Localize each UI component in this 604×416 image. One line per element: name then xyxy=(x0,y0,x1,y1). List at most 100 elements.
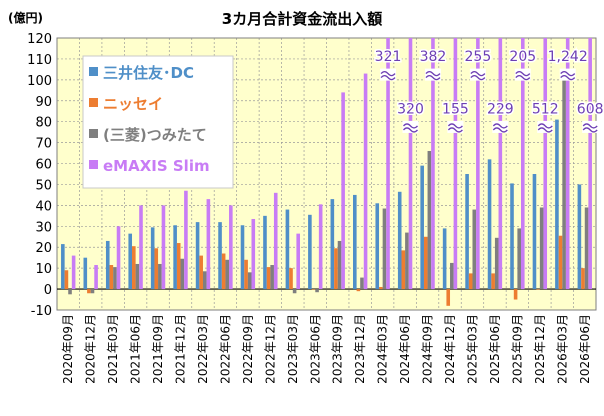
x-tick-label: 2021年06月 xyxy=(129,314,143,384)
bar xyxy=(397,191,402,290)
bar xyxy=(420,165,424,290)
legend-box xyxy=(82,55,234,189)
bar xyxy=(315,289,319,293)
bar xyxy=(116,226,121,290)
bar xyxy=(263,215,267,290)
bar xyxy=(308,214,312,290)
x-tick-label: 2023年12月 xyxy=(353,314,367,384)
bar xyxy=(150,227,155,290)
break-squiggle xyxy=(447,123,463,133)
bar xyxy=(446,289,451,306)
clipped-value-label: 321 xyxy=(375,49,402,65)
y-tick-label: 10 xyxy=(35,262,52,277)
x-tick-label: 2021年03月 xyxy=(106,314,120,384)
bar xyxy=(581,268,585,290)
bar xyxy=(218,222,222,290)
bar xyxy=(487,159,492,290)
x-tick-label: 2020年12月 xyxy=(84,314,98,384)
break-squiggle xyxy=(560,70,576,81)
bar xyxy=(465,174,469,290)
y-tick-label: 60 xyxy=(35,158,52,173)
axis-break-mark xyxy=(380,68,397,81)
bar xyxy=(405,232,409,290)
bar xyxy=(588,38,592,290)
axis-break-mark xyxy=(469,68,486,81)
x-tick-label: 2026年03月 xyxy=(555,314,569,384)
bar xyxy=(285,209,290,290)
y-axis: -10 0 10 20 30 40 50 60 70 80 90 100 110 120 xyxy=(27,32,52,319)
bar xyxy=(206,199,211,290)
bar xyxy=(363,73,368,290)
x-tick-label: 2025年03月 xyxy=(465,314,479,384)
bar xyxy=(68,289,72,295)
bar-marks xyxy=(61,38,592,306)
x-tick-label: 2023年03月 xyxy=(286,314,300,384)
bar xyxy=(562,69,566,290)
legend-label: (三菱)つみたて xyxy=(103,126,207,144)
x-tick-label: 2022年09月 xyxy=(241,314,255,384)
bar xyxy=(565,38,570,290)
bar xyxy=(173,225,177,290)
bar xyxy=(555,119,559,290)
break-squiggle xyxy=(403,123,418,133)
bar xyxy=(427,150,432,290)
x-axis: 2020年09月 2020年12月 2021年03月 2021年06月 2021年09月… xyxy=(61,314,592,384)
bar xyxy=(476,38,480,290)
bar xyxy=(517,228,521,290)
bar xyxy=(360,277,364,290)
clipped-value-label: 608 xyxy=(577,101,604,117)
bar xyxy=(379,286,383,290)
axis-break-mark xyxy=(424,68,441,81)
break-squiggle xyxy=(380,70,396,81)
axis-break-mark xyxy=(492,120,509,133)
plot-border xyxy=(56,37,597,311)
x-tick-label: 2021年09月 xyxy=(151,314,165,384)
clipped-value-label: 1,242 xyxy=(548,49,588,65)
clipped-value-label: 255 xyxy=(465,49,492,65)
bar xyxy=(401,250,406,290)
x-tick-label: 2025年09月 xyxy=(510,314,524,384)
bar xyxy=(94,265,98,290)
axis-break-mark xyxy=(582,120,599,133)
bar xyxy=(442,228,447,290)
bar xyxy=(558,235,563,290)
bar xyxy=(520,38,525,290)
bar xyxy=(135,263,140,290)
bar xyxy=(202,271,207,290)
x-tick-label: 2022年06月 xyxy=(218,314,232,384)
bar xyxy=(154,248,159,290)
unit-label: (億円) xyxy=(8,10,43,25)
x-tick-label: 2021年12月 xyxy=(174,314,188,384)
bar xyxy=(64,270,69,290)
bar xyxy=(532,174,537,290)
bar xyxy=(423,236,428,290)
bar xyxy=(334,248,338,290)
clipped-value-label: 205 xyxy=(509,49,536,65)
legend: 三井住友･DC ニッセイ (三菱)つみたて eMAXIS Slim xyxy=(82,55,234,189)
bar xyxy=(225,259,230,290)
bar xyxy=(132,246,136,290)
bar xyxy=(337,240,342,290)
clipped-value-label: 229 xyxy=(487,101,514,117)
x-tick-label: 2025年12月 xyxy=(533,314,547,384)
axis-break-mark xyxy=(537,120,554,133)
bar xyxy=(195,222,200,290)
axis-break-mark xyxy=(514,68,531,81)
bar xyxy=(330,199,335,290)
y-tick-label: 70 xyxy=(35,137,52,152)
bar xyxy=(318,204,323,290)
bar xyxy=(513,289,518,300)
bar xyxy=(356,289,361,292)
bar xyxy=(494,237,499,290)
bar xyxy=(83,257,88,290)
bar xyxy=(382,208,387,290)
bar xyxy=(161,205,166,290)
x-tick-label: 2025年06月 xyxy=(488,314,502,384)
bar xyxy=(158,263,162,290)
chart-title: 3カ月合計資金流出入額 xyxy=(222,10,382,28)
break-squiggle xyxy=(492,123,508,133)
legend-label: 三井住友･DC xyxy=(103,64,194,82)
y-tick-label: 120 xyxy=(27,32,52,47)
bar xyxy=(289,268,293,290)
